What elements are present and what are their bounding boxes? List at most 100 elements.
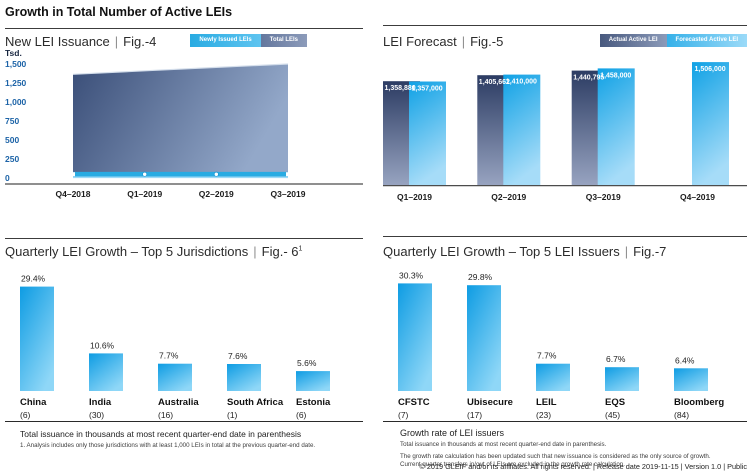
- panel-title-text: Quarterly LEI Growth – Top 5 LEI Issuers: [383, 244, 620, 259]
- bar-value-actual: 1,405,662: [479, 79, 510, 86]
- bar-China: [20, 286, 54, 391]
- legend-forecasted-active-lei: Forecasted Active LEI: [666, 34, 747, 47]
- footnote-small: Total issuance in thousands at most rece…: [400, 441, 607, 448]
- bar-percent-label: 7.7%: [537, 351, 557, 361]
- y-tick-label: 1,000: [5, 97, 27, 107]
- y-tick-label: 0: [5, 173, 10, 183]
- bar-South Africa: [227, 364, 261, 391]
- panel-top5-jurisdictions: Quarterly LEI Growth – Top 5 Jurisdictio…: [5, 238, 363, 463]
- panel-title: Quarterly LEI Growth – Top 5 Jurisdictio…: [5, 244, 302, 259]
- area-chart-new-lei-issuance: Tsd. 0 250 500 750 1,000 1,250 1,500 Q4–2018 Q1–2…: [5, 50, 363, 199]
- footnote-divider: [5, 421, 363, 422]
- panel-header: Quarterly LEI Growth – Top 5 Jurisdictio…: [5, 244, 363, 260]
- panel-new-lei-issuance: New LEI Issuance | Fig.-4 Newly Issued LEI…: [5, 28, 363, 233]
- bar-percent-label: 6.7%: [606, 354, 626, 364]
- line-end-marker: [286, 172, 290, 177]
- category-sublabel: (23): [536, 410, 551, 420]
- title-separator: |: [114, 34, 119, 49]
- category-sublabel: (45): [605, 410, 620, 420]
- legend-newly-issued-leis: Newly Issued LEIs: [190, 34, 261, 47]
- panel-title-text: LEI Forecast: [383, 34, 457, 49]
- category-sublabel: (1): [227, 410, 238, 420]
- footnote-divider: [383, 421, 747, 422]
- line-point-marker: [213, 171, 219, 177]
- y-tick-label: 1,500: [5, 59, 27, 69]
- panel-header: Quarterly LEI Growth – Top 5 LEI Issuers…: [383, 244, 747, 260]
- title-separator: |: [253, 244, 257, 259]
- footnote-heading: Growth rate of LEI issuers: [400, 428, 505, 438]
- category-sublabel: (7): [398, 410, 409, 420]
- x-tick-label: Q1–2019: [397, 192, 432, 202]
- title-separator: |: [624, 244, 629, 259]
- panel-header: New LEI Issuance | Fig.-4 Newly Issued LEI…: [5, 34, 363, 50]
- line-end-marker: [71, 172, 75, 177]
- area-total-leis: [73, 64, 288, 175]
- category-label: China: [20, 397, 47, 408]
- category-sublabel: (30): [89, 410, 104, 420]
- bar-forecast-Q4–2019: [692, 62, 729, 185]
- bar-value-actual: 1,358,880: [385, 85, 416, 92]
- bar-forecast-Q2–2019: [503, 74, 541, 185]
- x-tick-label: Q2–2019: [491, 192, 526, 202]
- fig-number: Fig.-7: [633, 244, 667, 259]
- bar-value-forecast: 1,506,000: [695, 66, 726, 73]
- bar-percent-label: 29.4%: [21, 274, 46, 284]
- legend: Newly Issued LEIs Total LEIs: [190, 34, 307, 47]
- x-tick-label: Q1–2019: [127, 189, 162, 199]
- bar-percent-label: 6.4%: [675, 355, 695, 365]
- bar-percent-label: 30.3%: [399, 270, 424, 280]
- y-tick-label: 500: [5, 135, 19, 145]
- footnote-main: Total issuance in thousands at most rece…: [20, 429, 302, 439]
- bar-chart-top5-jurisdictions: 29.4% China (6) 10.6% India (30) 7.7% Australia…: [20, 274, 331, 420]
- line-point-marker: [142, 171, 148, 177]
- category-label: Bloomberg: [674, 397, 724, 408]
- area-top-edge-highlight: [72, 63, 289, 75]
- y-axis-unit-label: Tsd.: [5, 50, 22, 58]
- category-label: EQS: [605, 397, 625, 408]
- x-tick-label: Q3–2019: [271, 189, 306, 199]
- bar-value-forecast: 1,357,000: [412, 85, 443, 92]
- category-label: India: [89, 397, 112, 408]
- bar-forecast-Q1–2019: [409, 81, 446, 185]
- category-label: South Africa: [227, 397, 284, 408]
- panel-title: New LEI Issuance | Fig.-4: [5, 34, 156, 49]
- title-separator: |: [461, 34, 466, 49]
- panel-title-text: New LEI Issuance: [5, 34, 110, 49]
- bar-CFSTC: [398, 283, 432, 391]
- panel-lei-forecast: LEI Forecast | Fig.-5 Actual Active LEI Fo…: [383, 25, 747, 233]
- category-label: Australia: [158, 397, 199, 408]
- bar-Ubisecure: [467, 285, 501, 391]
- x-tick-label: Q3–2019: [586, 192, 621, 202]
- category-sublabel: (16): [158, 410, 173, 420]
- bar-percent-label: 7.6%: [228, 351, 248, 361]
- page-title: Growth in Total Number of Active LEIs: [5, 5, 233, 19]
- panel-title-text: Quarterly LEI Growth – Top 5 Jurisdictio…: [5, 244, 249, 259]
- bar-percent-label: 10.6%: [90, 340, 115, 350]
- category-sublabel: (6): [20, 410, 31, 420]
- category-sublabel: (84): [674, 410, 689, 420]
- legend-total-leis: Total LEIs: [260, 34, 307, 47]
- bar-forecast-Q3–2019: [597, 68, 635, 185]
- y-tick-label: 750: [5, 116, 19, 126]
- category-label: LEIL: [536, 397, 557, 408]
- bar-percent-label: 5.6%: [297, 358, 317, 368]
- x-tick-label: Q4–2019: [680, 192, 715, 202]
- panel-title: LEI Forecast | Fig.-5: [383, 34, 503, 49]
- x-tick-label: Q2–2019: [199, 189, 234, 199]
- bar-Bloomberg: [674, 368, 708, 391]
- category-sublabel: (6): [296, 410, 307, 420]
- bar-value-forecast: 1,410,000: [506, 79, 537, 86]
- bar-India: [89, 353, 123, 391]
- bar-percent-label: 29.8%: [468, 272, 493, 282]
- category-label: Estonia: [296, 397, 331, 408]
- copyright-footer: © 2019 GLEIF and/or its affiliates. All …: [419, 462, 747, 471]
- footnote-small: The growth rate calculation has been upd…: [400, 452, 711, 469]
- y-tick-label: 250: [5, 154, 19, 164]
- footnote-small: 1. Analysis includes only those jurisdic…: [20, 442, 316, 449]
- x-tick-label: Q4–2018: [56, 189, 91, 199]
- bar-EQS: [605, 367, 639, 391]
- category-label: Ubisecure: [467, 397, 513, 408]
- legend: Actual Active LEI Forecasted Active LEI: [599, 34, 747, 47]
- fig-footnote-marker: 1: [298, 245, 303, 253]
